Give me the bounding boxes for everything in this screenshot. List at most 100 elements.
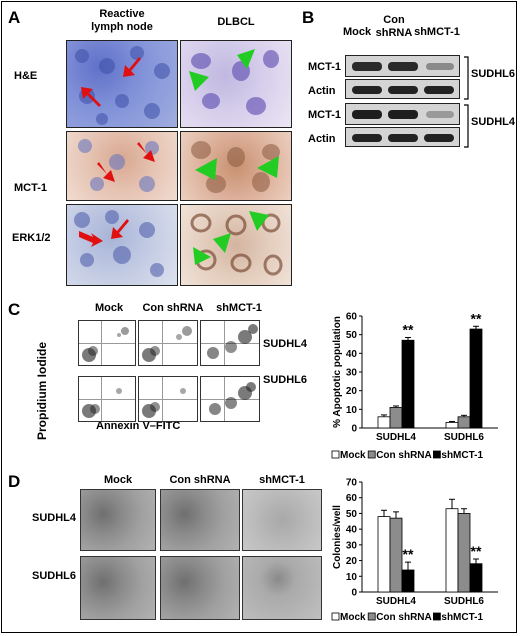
blot-label-mct1-sudhl6: MCT-1 (308, 61, 341, 73)
y-tick-label: 20 (346, 556, 358, 567)
legend-swatch (367, 450, 376, 459)
panel-b-label: B (302, 8, 315, 27)
histology-reactive-mct1 (66, 131, 178, 201)
y-axis-label: % Apoptotic population (332, 316, 343, 428)
panel-d-row-sudhl6: SUDHL6 (32, 570, 77, 582)
significance-marker: ** (403, 321, 414, 337)
legend-label: Con shRNA (376, 612, 432, 623)
bar (469, 328, 483, 429)
flow-plot-sudhl4-con (138, 320, 198, 366)
red-arrow-icon (137, 142, 155, 162)
flow-plot-sudhl4-mock (78, 320, 136, 366)
green-arrowhead-icon (249, 211, 269, 231)
green-arrowhead-icon (195, 158, 217, 180)
panel-c-label: C (8, 300, 21, 319)
y-tick-label: 50 (346, 330, 358, 341)
colony-photo-sudhl4-mock (80, 489, 156, 551)
bar (445, 508, 459, 593)
colony-photo-sudhl6-mock (80, 556, 156, 620)
panel-d-row-sudhl4: SUDHL4 (32, 512, 77, 524)
panel-d-header-mock: Mock (103, 474, 133, 486)
red-arrow-icon (97, 162, 115, 182)
red-arrow-icon (111, 219, 129, 239)
legend-label: shMCT-1 (441, 450, 483, 461)
flow-plot-sudhl6-sh (200, 376, 260, 422)
y-tick-label: 60 (346, 493, 358, 504)
panel-d-header-con: Con shRNA (169, 474, 231, 486)
bar (377, 416, 391, 429)
legend-swatch (433, 612, 441, 621)
x-tick-label: SUDHL4 (376, 596, 416, 607)
y-tick-label: 60 (346, 312, 358, 323)
panel-d-header-sh: shMCT-1 (259, 474, 305, 486)
panel-c-header-sh: shMCT-1 (216, 302, 262, 314)
y-tick-label: 40 (346, 525, 358, 536)
green-arrowhead-icon (193, 247, 211, 265)
colony-photo-sudhl6-con (160, 556, 240, 620)
bar (377, 516, 391, 593)
y-tick-label: 10 (346, 405, 358, 416)
panel-b-header-con: Con shRNA (375, 14, 413, 39)
y-tick-label: 0 (351, 424, 357, 435)
panel-c-row-sudhl4: SUDHL4 (263, 338, 308, 350)
panel-d-label: D (8, 472, 21, 491)
y-tick-label: 10 (346, 572, 358, 583)
y-tick-label: 0 (351, 588, 357, 599)
bar (469, 563, 483, 593)
cell-line-sudhl4-label: SUDHL4 (471, 116, 516, 128)
bar (401, 569, 415, 593)
bar (389, 407, 403, 429)
colony-photo-sudhl6-sh (242, 556, 322, 620)
colony-bar-chart: 0 10 20 30 40 50 60 70 Colonies/well ** SUDHL4 ** SU… (331, 478, 498, 623)
panel-a-header-dlbcl: DLBCL (217, 16, 255, 28)
panel-b-header-sh: shMCT-1 (414, 26, 460, 38)
legend-label: Mock (340, 612, 366, 623)
x-tick-label: SUDHL6 (444, 432, 484, 443)
green-arrowhead-icon (213, 233, 231, 253)
legend-label: Con shRNA (376, 450, 432, 461)
panel-c-x-axis-label: Annexin V–FITC (96, 420, 181, 432)
blot-label-actin-sudhl6: Actin (308, 85, 336, 97)
y-tick-label: 50 (346, 509, 358, 520)
y-tick-label: 20 (346, 386, 358, 397)
blot-label-actin-sudhl4: Actin (308, 133, 336, 145)
legend-label: Mock (340, 450, 366, 461)
y-axis-label: Colonies/well (332, 505, 343, 569)
blot-label-mct1-sudhl4: MCT-1 (308, 109, 341, 121)
red-arrow-icon (79, 231, 103, 247)
green-arrowhead-icon (257, 156, 279, 178)
apoptosis-bar-chart: 0 10 20 30 40 50 60% Apoptotic population ** SUD… (331, 310, 498, 461)
panel-c-row-sudhl6: SUDHL6 (263, 374, 308, 386)
histology-reactive-he (66, 40, 178, 128)
histology-reactive-erk (66, 204, 178, 286)
flow-plot-sudhl6-con (138, 376, 198, 422)
bar (457, 513, 471, 593)
panel-a-row-erk: ERK1/2 (12, 232, 51, 244)
legend-swatch (433, 450, 441, 459)
histology-dlbcl-he (180, 40, 292, 128)
x-tick-label: SUDHL6 (444, 596, 484, 607)
panel-c-header-con: Con shRNA (142, 302, 204, 314)
panel-c-header-mock: Mock (94, 302, 124, 314)
y-tick-label: 30 (346, 368, 358, 379)
blot-mct1-sudhl6 (345, 55, 460, 77)
green-arrowhead-icon (237, 49, 255, 69)
flow-plot-sudhl6-mock (78, 376, 136, 422)
legend-swatch (331, 450, 340, 459)
bar (401, 339, 415, 429)
y-tick-label: 40 (346, 349, 358, 360)
blot-actin-sudhl4 (345, 127, 460, 147)
colony-photo-sudhl4-sh (242, 489, 322, 551)
cell-line-sudhl6-label: SUDHL6 (471, 68, 516, 80)
colony-photo-sudhl4-con (160, 489, 240, 551)
panel-a-row-he: H&E (14, 70, 38, 82)
blot-mct1-sudhl4 (345, 103, 460, 125)
significance-marker: ** (471, 543, 482, 559)
panel-b-header-mock: Mock (342, 26, 372, 38)
panel-a-label: A (8, 8, 21, 27)
red-arrow-icon (123, 57, 141, 77)
blot-actin-sudhl6 (345, 79, 460, 99)
legend-swatch (367, 612, 376, 621)
green-arrowhead-icon (189, 71, 209, 91)
